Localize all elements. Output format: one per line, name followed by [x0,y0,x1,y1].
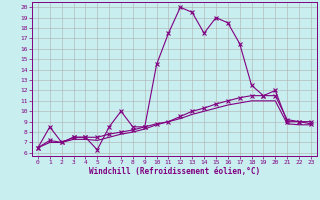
X-axis label: Windchill (Refroidissement éolien,°C): Windchill (Refroidissement éolien,°C) [89,167,260,176]
